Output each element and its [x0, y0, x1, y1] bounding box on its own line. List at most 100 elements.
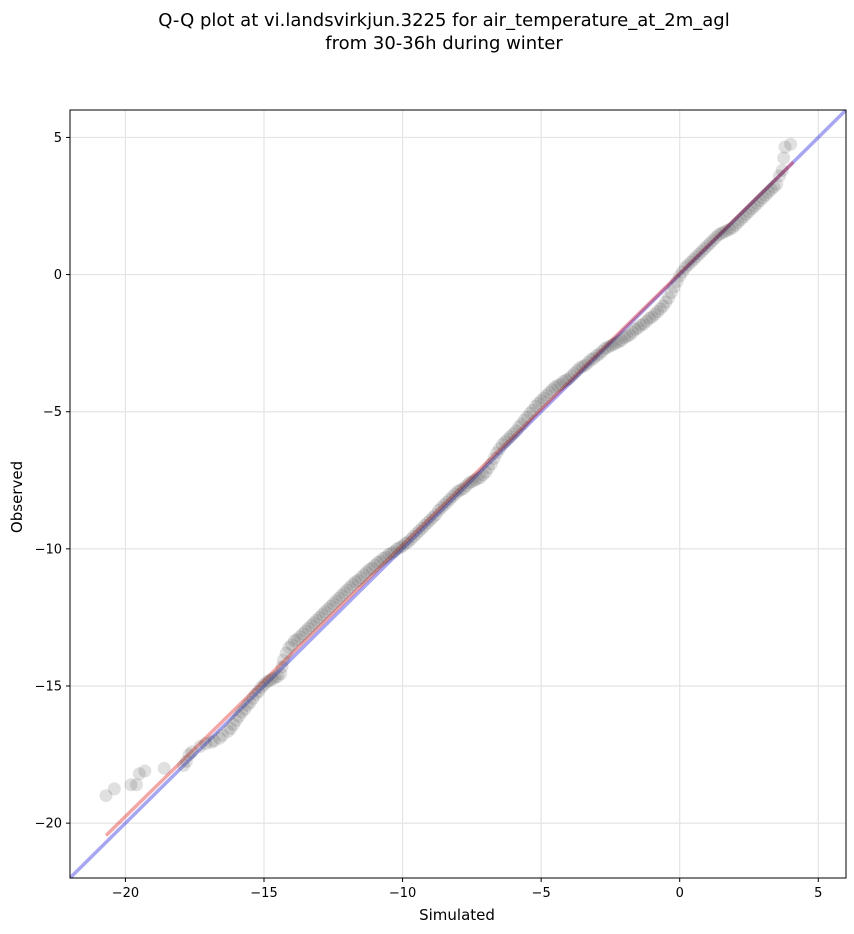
scatter-point	[515, 417, 529, 431]
y-tick-label: −20	[35, 817, 62, 832]
scatter-point	[296, 627, 310, 641]
reference-line	[70, 110, 846, 878]
scatter-point	[648, 307, 662, 321]
scatter-point	[207, 734, 221, 748]
scatter-point	[423, 513, 437, 527]
scatter-point	[185, 745, 199, 759]
scatter-point	[639, 314, 653, 328]
scatter-point	[379, 550, 393, 564]
scatter-point	[742, 204, 756, 218]
scatter-point	[301, 621, 315, 635]
x-tick-label: −15	[250, 886, 277, 901]
x-axis-label: Simulated	[419, 906, 495, 924]
scatter-point	[512, 420, 526, 434]
scatter-point	[337, 586, 351, 600]
scatter-point	[703, 236, 717, 250]
scatter-point	[312, 610, 326, 624]
scatter-point	[761, 185, 775, 199]
scatter-point	[565, 369, 579, 383]
scatter-point	[601, 340, 615, 354]
scatter-point	[107, 782, 121, 796]
scatter-point	[509, 424, 523, 438]
y-tick-label: −15	[35, 680, 62, 695]
scatter-point	[215, 728, 229, 742]
plot-frame	[69, 109, 847, 879]
scatter-point	[238, 702, 252, 716]
scatter-point	[384, 546, 398, 560]
scatter-point	[720, 224, 734, 238]
scatter-point	[409, 527, 423, 541]
scatter-point	[628, 322, 642, 336]
scatter-point	[318, 605, 332, 619]
scatter-point	[138, 764, 152, 778]
scatter-point	[179, 754, 193, 768]
scatter-point	[681, 258, 695, 272]
scatter-point	[263, 674, 277, 688]
scatter-point	[440, 495, 454, 509]
scatter-point	[529, 399, 543, 413]
scatter-point	[251, 684, 265, 698]
scatter-point	[750, 196, 764, 210]
scatter-point	[778, 140, 792, 154]
x-tick-label: −5	[532, 886, 551, 901]
scatter-point	[504, 429, 518, 443]
scatter-point	[481, 461, 495, 475]
scatter-point	[484, 457, 498, 471]
scatter-point	[275, 660, 289, 674]
scatter-point	[454, 483, 468, 497]
scatter-point	[221, 724, 235, 738]
grid	[70, 110, 846, 878]
scatter-point	[396, 539, 410, 553]
scatter-point	[346, 578, 360, 592]
scatter-point	[130, 778, 144, 792]
scatter-point	[498, 435, 512, 449]
scatter-point	[382, 547, 396, 561]
scatter-point	[434, 501, 448, 515]
scatter-point	[623, 328, 637, 342]
x-tick-label: 0	[676, 886, 684, 901]
scatter-point	[570, 364, 584, 378]
scatter-point	[329, 594, 343, 608]
scatter-point	[581, 355, 595, 369]
scatter-point	[193, 739, 207, 753]
scatter-point	[310, 613, 324, 627]
scatter-point	[235, 705, 249, 719]
scatter-point	[254, 680, 268, 694]
y-tick-label: −5	[43, 405, 62, 420]
scatter-point	[390, 542, 404, 556]
scatter-point	[567, 366, 581, 380]
scatter-point	[99, 789, 113, 803]
scatter-point	[578, 358, 592, 372]
scatter-point	[274, 667, 288, 681]
y-tick-label: −10	[35, 542, 62, 557]
scatter-point	[348, 575, 362, 589]
scatter-point	[324, 599, 338, 613]
scatter-point	[246, 691, 260, 705]
scatter-point	[612, 335, 626, 349]
scatter-point	[229, 713, 243, 727]
scatter-point	[315, 608, 329, 622]
scatter-point	[249, 687, 263, 701]
scatter-point	[698, 242, 712, 256]
scatter-point	[673, 269, 687, 283]
scatter-point	[620, 329, 634, 343]
scatter-point	[459, 479, 473, 493]
scatter-point	[340, 583, 354, 597]
scatter-point	[240, 698, 254, 712]
scatter-point	[157, 761, 171, 775]
scatter-point	[412, 524, 426, 538]
scatter-point	[462, 476, 476, 490]
scatter-point	[227, 717, 241, 731]
scatter-point	[476, 468, 490, 482]
scatter-point	[415, 521, 429, 535]
scatter-point	[426, 510, 440, 524]
scatter-point	[495, 438, 509, 452]
scatter-point	[725, 221, 739, 235]
scatter-point	[421, 516, 435, 530]
scatter-point	[689, 250, 703, 264]
scatter-point	[554, 377, 568, 391]
scatter-point	[177, 759, 191, 773]
scatter-point	[473, 471, 487, 485]
scatter-point	[545, 383, 559, 397]
scatter-point	[651, 305, 665, 319]
